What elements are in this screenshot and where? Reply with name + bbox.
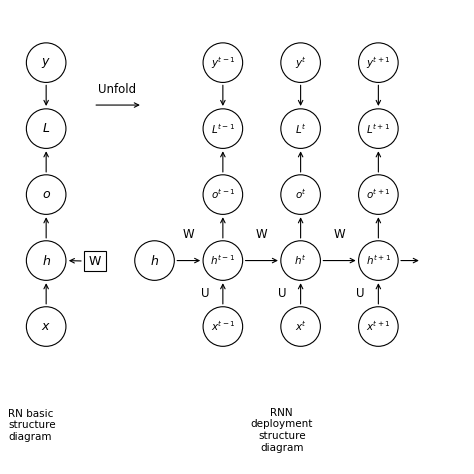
Text: $y$: $y$ bbox=[41, 55, 51, 70]
Text: $L^{t+1}$: $L^{t+1}$ bbox=[366, 122, 391, 136]
Circle shape bbox=[281, 175, 320, 214]
Text: W: W bbox=[334, 228, 345, 241]
Circle shape bbox=[281, 109, 320, 148]
Circle shape bbox=[203, 175, 243, 214]
Text: RN basic
structure
diagram: RN basic structure diagram bbox=[9, 409, 56, 442]
Circle shape bbox=[27, 43, 66, 82]
Text: $x^{t}$: $x^{t}$ bbox=[295, 319, 307, 333]
Circle shape bbox=[27, 109, 66, 148]
Text: $y^{t}$: $y^{t}$ bbox=[295, 55, 307, 71]
FancyBboxPatch shape bbox=[84, 251, 107, 271]
Circle shape bbox=[27, 307, 66, 346]
Text: $L^{t}$: $L^{t}$ bbox=[295, 122, 306, 136]
Text: $o$: $o$ bbox=[42, 188, 51, 201]
Circle shape bbox=[203, 307, 243, 346]
Text: W: W bbox=[183, 228, 194, 241]
Text: $h^{t+1}$: $h^{t+1}$ bbox=[366, 254, 391, 267]
Circle shape bbox=[27, 241, 66, 280]
Text: $o^{t}$: $o^{t}$ bbox=[295, 188, 307, 201]
Circle shape bbox=[203, 109, 243, 148]
Text: U: U bbox=[201, 287, 209, 300]
Text: U: U bbox=[278, 287, 287, 300]
Text: $x$: $x$ bbox=[41, 320, 51, 333]
Text: $h$: $h$ bbox=[150, 254, 159, 267]
Text: $y^{t-1}$: $y^{t-1}$ bbox=[210, 55, 235, 71]
Text: $L^{t-1}$: $L^{t-1}$ bbox=[211, 122, 235, 136]
Text: $x^{t+1}$: $x^{t+1}$ bbox=[366, 319, 391, 333]
Text: $o^{t+1}$: $o^{t+1}$ bbox=[366, 188, 391, 201]
Circle shape bbox=[358, 241, 398, 280]
Text: $h^{t}$: $h^{t}$ bbox=[294, 254, 307, 267]
Circle shape bbox=[27, 175, 66, 214]
Circle shape bbox=[358, 307, 398, 346]
Text: Unfold: Unfold bbox=[98, 82, 136, 96]
Circle shape bbox=[281, 307, 320, 346]
Text: $L$: $L$ bbox=[42, 122, 50, 135]
Text: $o^{t-1}$: $o^{t-1}$ bbox=[210, 188, 235, 201]
Text: $h$: $h$ bbox=[42, 254, 51, 267]
Text: U: U bbox=[356, 287, 365, 300]
Text: W: W bbox=[256, 228, 267, 241]
Text: $y^{t+1}$: $y^{t+1}$ bbox=[366, 55, 391, 71]
Text: W: W bbox=[89, 255, 101, 267]
Text: RNN
deployment
structure
diagram: RNN deployment structure diagram bbox=[251, 408, 313, 453]
Circle shape bbox=[203, 43, 243, 82]
Circle shape bbox=[281, 43, 320, 82]
Circle shape bbox=[358, 43, 398, 82]
Circle shape bbox=[358, 109, 398, 148]
Circle shape bbox=[203, 241, 243, 280]
Text: $h^{t-1}$: $h^{t-1}$ bbox=[210, 254, 236, 267]
Circle shape bbox=[281, 241, 320, 280]
Text: $x^{t-1}$: $x^{t-1}$ bbox=[210, 319, 235, 333]
Circle shape bbox=[135, 241, 174, 280]
Circle shape bbox=[358, 175, 398, 214]
